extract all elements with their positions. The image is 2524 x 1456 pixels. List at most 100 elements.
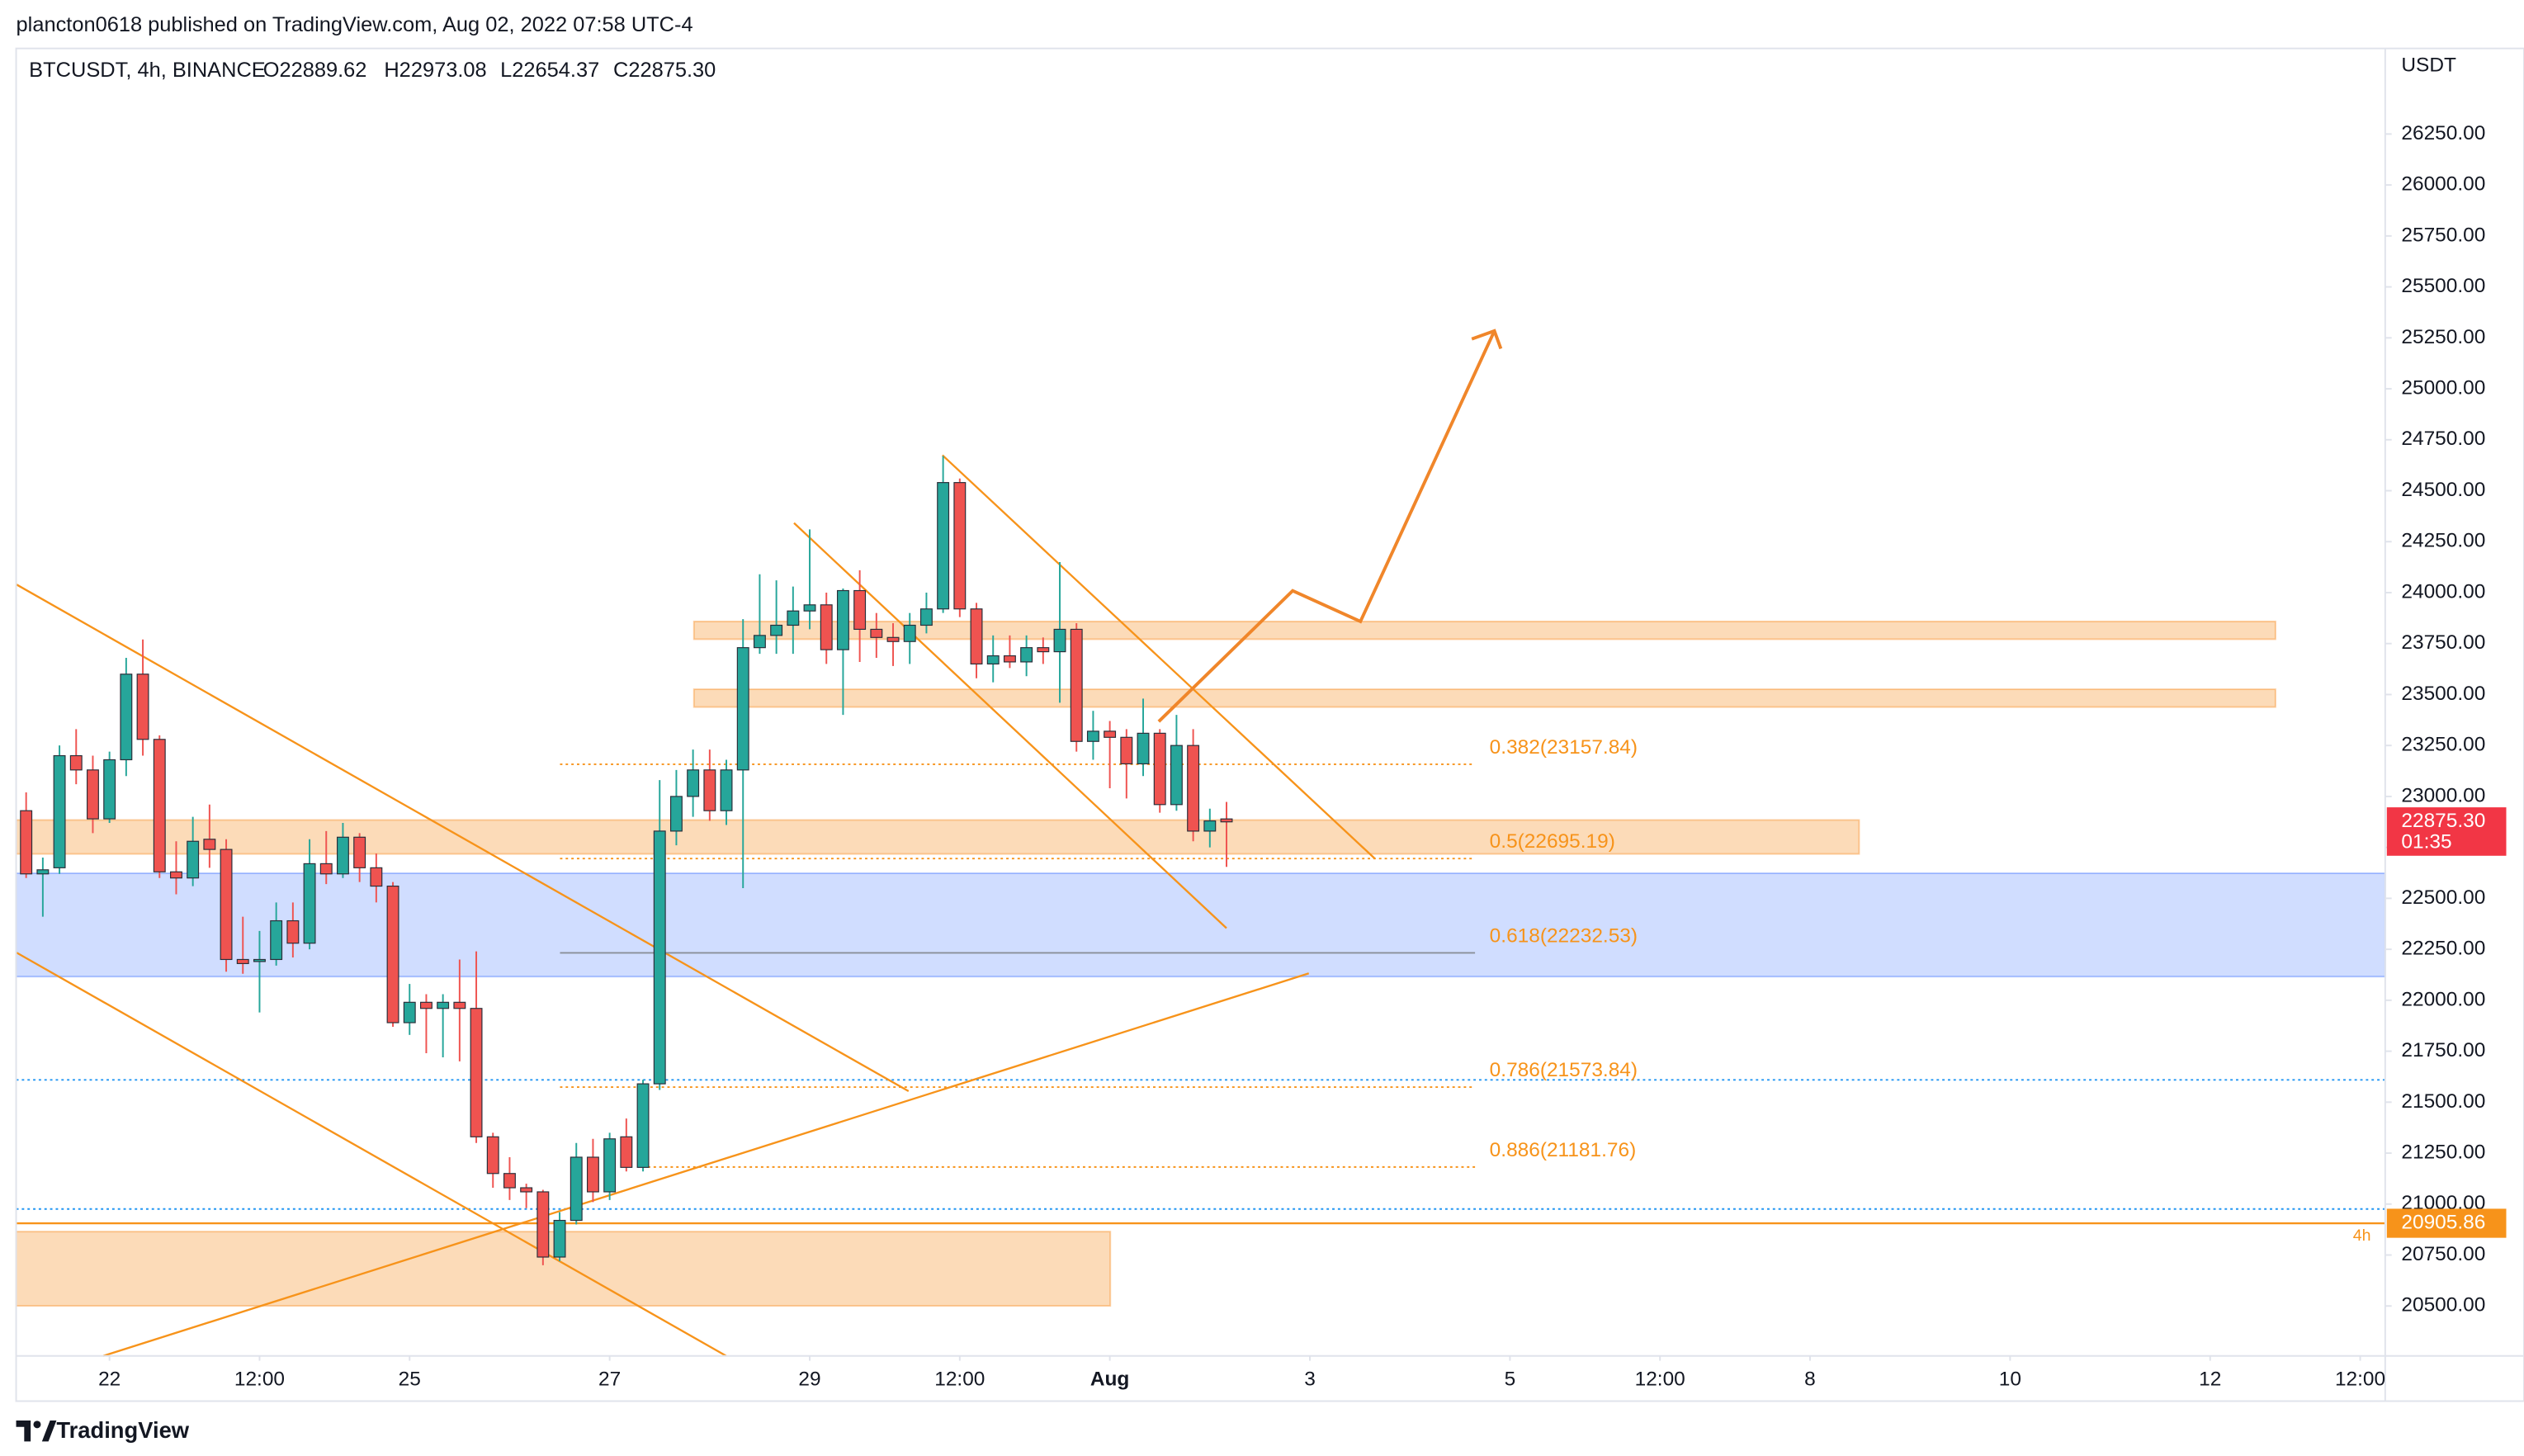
- y-tick-label: 26250.00: [2401, 122, 2485, 144]
- candle-body: [1070, 628, 1083, 742]
- demand-zone: [15, 872, 2386, 978]
- y-tick-label: 20500.00: [2401, 1294, 2485, 1317]
- candle-body: [1170, 745, 1183, 806]
- y-tick-label: 25500.00: [2401, 275, 2485, 297]
- last-price-box: [2386, 807, 2507, 856]
- resistance-zone: [692, 688, 2276, 708]
- candle-body: [153, 739, 166, 872]
- published-note: plancton0618 published on TradingView.co…: [17, 13, 693, 36]
- candle-body: [170, 871, 182, 879]
- y-tick-label: 23000.00: [2401, 784, 2485, 806]
- x-tick-label: 22: [98, 1369, 121, 1391]
- y-tick-label: 24250.00: [2401, 530, 2485, 552]
- fib-label: 0.382(23157.84): [1490, 736, 1638, 759]
- symbol: BTCUSDT, 4h, BINANCE: [29, 59, 266, 82]
- interval-label: 4h: [2353, 1227, 2371, 1245]
- candle-body: [1086, 730, 1099, 742]
- y-tick-label: 25250.00: [2401, 326, 2485, 348]
- candle-body: [820, 604, 833, 650]
- trend-line: [15, 583, 910, 1093]
- candle-body: [270, 919, 283, 961]
- candle-body: [69, 754, 83, 771]
- candle-body: [1137, 732, 1150, 764]
- legend: BTCUSDT, 4h, BINANCE O22889.62 H22973.08…: [29, 59, 716, 82]
- candle-body: [986, 655, 1000, 664]
- candle-body: [337, 836, 349, 875]
- drawings: [15, 329, 2386, 1357]
- candle-body: [220, 849, 233, 961]
- projection-arrow: [1157, 330, 1496, 723]
- candle-body: [453, 1001, 466, 1009]
- candle-body: [687, 769, 700, 797]
- y-tick-label: 23250.00: [2401, 734, 2485, 756]
- candle-body: [520, 1187, 533, 1193]
- y-tick-label: 21750.00: [2401, 1039, 2485, 1061]
- y-tick-label: 21500.00: [2401, 1090, 2485, 1113]
- candle-body: [1037, 647, 1050, 653]
- x-tick-label: 12:00: [2335, 1369, 2385, 1391]
- footer-brand: TradingView: [56, 1417, 189, 1443]
- x-tick-label: 12:00: [234, 1369, 285, 1391]
- candle-body: [1220, 818, 1233, 823]
- candle-body: [536, 1191, 550, 1258]
- price-line-label: 20905.86: [2401, 1211, 2485, 1233]
- candle-body: [303, 863, 316, 944]
- price-line-box: [2386, 1208, 2507, 1238]
- trend-line: [793, 522, 1227, 929]
- plot: 0.382(23157.84) 0.5(22695.19) 0.618(22232.…: [16, 456, 2385, 1265]
- fib-label: 0.886(21181.76): [1490, 1139, 1637, 1161]
- candle-body: [503, 1173, 516, 1189]
- candle-body: [620, 1136, 633, 1168]
- candle-body: [36, 869, 50, 875]
- y-tick-label: 24750.00: [2401, 428, 2485, 450]
- candle-body: [953, 482, 967, 610]
- candle-body: [703, 769, 716, 811]
- ohlc-high: H22973.08: [384, 59, 486, 82]
- candle-body: [669, 796, 683, 832]
- candle-body: [653, 830, 666, 1085]
- candle-body: [437, 1001, 450, 1009]
- y-tick-label: 26000.00: [2401, 173, 2485, 196]
- candle-body: [836, 589, 849, 650]
- candle-body: [120, 674, 133, 761]
- trend-line: [102, 972, 1310, 1357]
- fib-label: 0.786(21573.84): [1490, 1059, 1638, 1081]
- candle-body: [770, 624, 783, 636]
- trend-line: [15, 951, 727, 1357]
- arrow-head: [1471, 329, 1503, 350]
- candle-body: [886, 636, 900, 642]
- candle-body: [419, 1001, 432, 1009]
- candle-body: [87, 769, 99, 820]
- candle-body: [319, 863, 333, 875]
- candle-body: [1104, 730, 1117, 738]
- x-tick-label: Aug: [1090, 1369, 1130, 1391]
- y-tick-label: 25000.00: [2401, 377, 2485, 399]
- last-price-label: 22875.30: [2401, 810, 2485, 832]
- axis-unit: USDT: [2401, 54, 2456, 77]
- fib-label: 0.618(22232.53): [1490, 924, 1638, 947]
- x-tick-label: 12: [2199, 1369, 2221, 1391]
- candle-body: [353, 836, 366, 868]
- candle-body: [1053, 628, 1066, 653]
- candle-body: [253, 958, 266, 962]
- candle-body: [1120, 736, 1133, 764]
- footer-logo: [16, 1420, 57, 1442]
- candle-body: [853, 589, 867, 631]
- ohlc-low: L22654.37: [500, 59, 599, 82]
- candle-body: [919, 608, 933, 626]
- candle-body: [403, 1001, 416, 1023]
- y-tick-label: 20750.00: [2401, 1243, 2485, 1265]
- candle-body: [1187, 745, 1200, 832]
- candle-body: [187, 840, 200, 879]
- x-tick-label: 27: [598, 1369, 621, 1391]
- trend-line: [942, 454, 1376, 860]
- candle-body: [1153, 732, 1166, 806]
- y-tick-label: 22500.00: [2401, 886, 2485, 909]
- y-tick-label: 25750.00: [2401, 224, 2485, 246]
- y-tick-label: 22000.00: [2401, 988, 2485, 1010]
- candle-body: [486, 1136, 499, 1175]
- x-tick-label: 8: [1804, 1369, 1816, 1391]
- candle-body: [636, 1083, 650, 1168]
- candle-body: [470, 1008, 483, 1137]
